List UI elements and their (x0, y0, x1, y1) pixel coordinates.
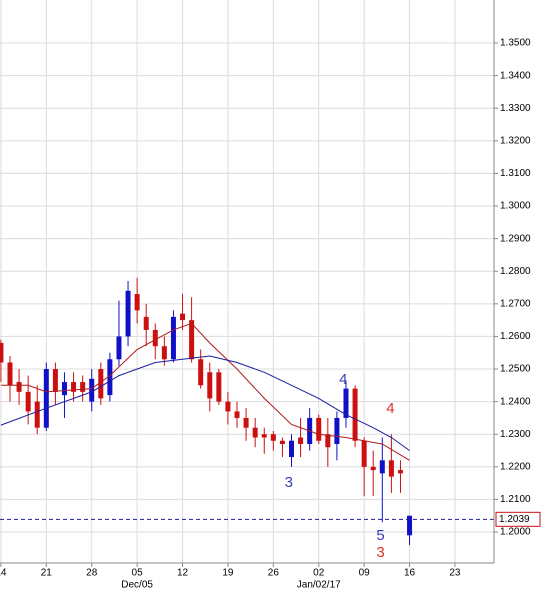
candle-body (343, 388, 349, 418)
x-tick-sublabel: Jan/02/17 (297, 580, 341, 591)
axes: 1.2000 1.2100 1.2200 1.2300 1.2400 1.2500 1.26… (0, 38, 541, 591)
x-tick-label: 09 (359, 568, 371, 579)
candle-body (279, 440, 285, 445)
candle-body (61, 382, 67, 396)
annotation: 3 (376, 544, 384, 561)
y-tick-label: 1.2000 (500, 527, 531, 538)
x-tick-label: 21 (41, 568, 53, 579)
candle-body (143, 316, 149, 330)
candle-body (71, 382, 77, 392)
annotation: 4 (339, 371, 347, 388)
candle-body (243, 417, 249, 428)
candle-body (370, 466, 376, 471)
candle-body (198, 359, 204, 386)
candle-body (189, 320, 195, 360)
y-tick-label: 1.2900 (500, 233, 531, 244)
candle-body (388, 460, 394, 477)
plot-area: 435345 (0, 277, 494, 561)
candle-body (0, 342, 4, 363)
y-tick-label: 1.2800 (500, 266, 531, 277)
candle-body (180, 313, 186, 321)
x-tick-label: 02 (313, 568, 325, 579)
candle-body (80, 382, 86, 392)
x-tick-label: 16 (404, 568, 416, 579)
x-tick-label: 23 (449, 568, 461, 579)
y-tick-label: 1.3400 (500, 70, 531, 81)
candle-body (216, 372, 222, 402)
candle-body (270, 434, 276, 441)
x-tick-label: 19 (222, 568, 234, 579)
candle-body (207, 372, 213, 399)
y-tick-label: 1.2200 (500, 461, 531, 472)
candle-body (316, 417, 322, 441)
candle-body (34, 401, 40, 428)
candle-body (25, 391, 31, 412)
y-tick-label: 1.2100 (500, 494, 531, 505)
y-tick-label: 1.2400 (500, 396, 531, 407)
candle-body (152, 329, 158, 347)
candle-body (379, 460, 385, 474)
x-tick-sublabel: Dec/05 (121, 580, 153, 591)
candle-body (52, 369, 58, 392)
grid (0, 0, 494, 563)
y-tick-label: 1.2700 (500, 298, 531, 309)
candle-body (89, 378, 95, 402)
y-tick-label: 1.3000 (500, 201, 531, 212)
last-price-label: 1.2039 (499, 514, 530, 525)
x-tick-label: 26 (268, 568, 280, 579)
candle-body (161, 346, 167, 360)
candle-body (43, 369, 49, 428)
y-tick-label: 1.3200 (500, 135, 531, 146)
y-tick-label: 1.3100 (500, 168, 531, 179)
annotation: 4 (386, 400, 394, 417)
moving-average-line (0, 355, 410, 451)
candle-body (334, 417, 340, 445)
x-tick-label: 05 (132, 568, 144, 579)
candle-body (170, 316, 176, 360)
candle-body (298, 437, 304, 445)
candle-body (16, 382, 22, 392)
candle-body (125, 290, 131, 337)
candle-body (361, 440, 367, 467)
candle-body (98, 369, 104, 399)
candle-body (7, 362, 13, 386)
candle-body (225, 401, 231, 412)
candle-body (288, 440, 294, 458)
candle-body (325, 434, 331, 448)
candle-body (116, 336, 122, 360)
candle-body (107, 359, 113, 396)
moving-average-line (0, 322, 410, 461)
candle-body (352, 388, 358, 441)
last-price-box (495, 511, 541, 527)
y-tick-label: 1.3300 (500, 103, 531, 114)
candle-body (261, 434, 267, 438)
y-tick-label: 1.3500 (500, 38, 531, 49)
candle-body (407, 515, 413, 536)
annotation: 5 (376, 527, 384, 544)
y-tick-label: 1.2600 (500, 331, 531, 342)
candle-body (397, 470, 403, 474)
y-tick-label: 1.2500 (500, 364, 531, 375)
y-tick-label: 1.2300 (500, 429, 531, 440)
candle-body (134, 294, 140, 311)
candle-body (234, 411, 240, 418)
x-tick-label: 28 (86, 568, 98, 579)
x-tick-label: 14 (0, 568, 7, 579)
x-tick-label: 12 (177, 568, 189, 579)
annotation: 3 (285, 474, 293, 491)
candle-body (252, 427, 258, 438)
